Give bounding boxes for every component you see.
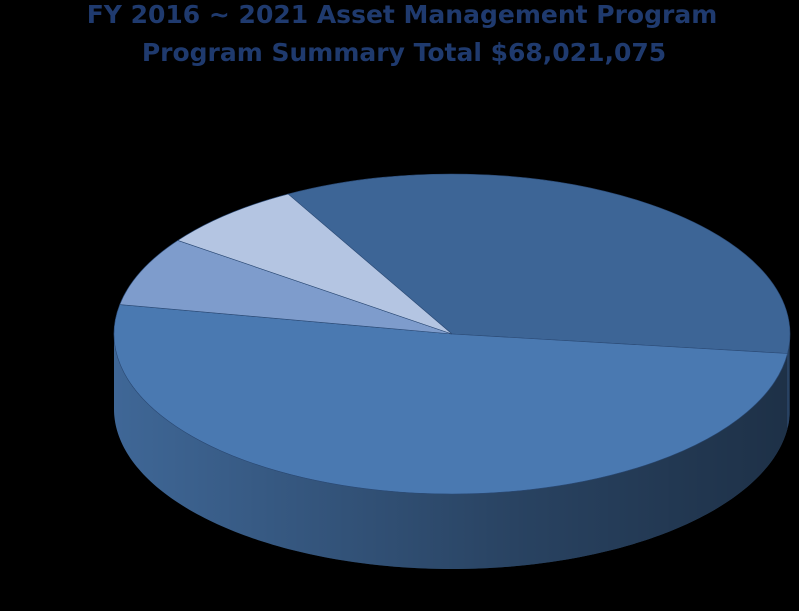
slice-side-shade [114,334,788,569]
chart-title: FY 2016 ~ 2021 Asset Management Program [87,0,718,29]
slice-side-shade [787,334,790,429]
pie [113,173,791,569]
slice [287,173,791,354]
slice [177,193,453,335]
chart-subtitle: Program Summary Total $68,021,075 [142,38,666,67]
slice [119,240,453,335]
slice [113,304,788,495]
